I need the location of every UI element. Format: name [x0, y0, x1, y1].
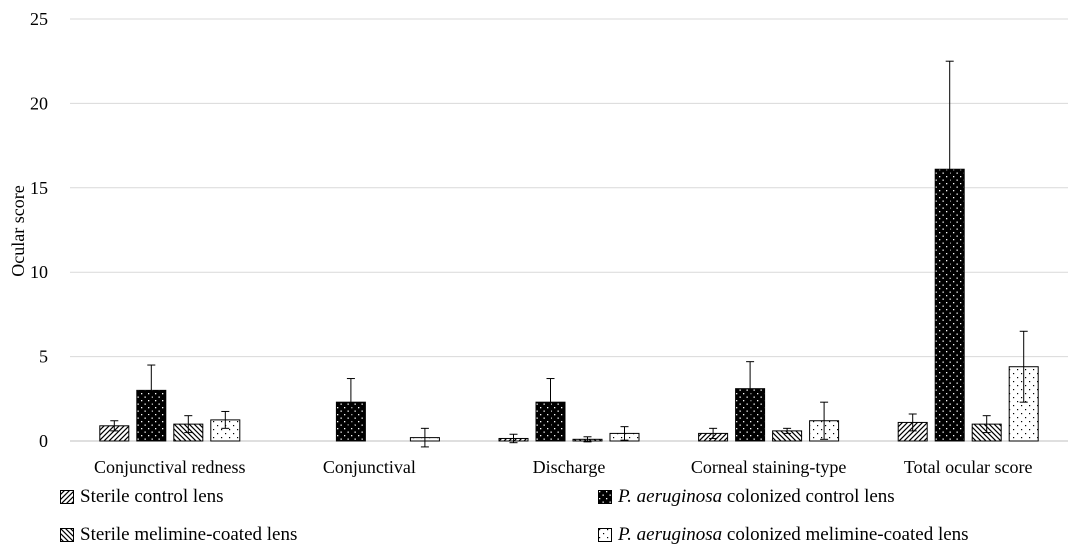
x-category-label: Total ocular score	[904, 457, 1033, 477]
error-bar	[620, 426, 629, 441]
error-bar	[982, 415, 991, 434]
error-bar	[546, 378, 555, 427]
legend-swatch	[60, 528, 74, 542]
error-bar	[746, 361, 755, 417]
y-tick-label: 15	[30, 178, 48, 198]
error-bar	[820, 401, 829, 440]
legend-swatch	[598, 490, 612, 504]
legend-item-sterile-control: Sterile control lens	[60, 486, 224, 508]
y-tick-label: 5	[39, 347, 48, 367]
y-axis-label: Ocular score	[8, 185, 28, 276]
x-category-label: Conjunctival redness	[94, 457, 245, 477]
error-bar	[908, 413, 917, 432]
legend-label: P. aeruginosa colonized melimine-coated …	[618, 524, 969, 545]
y-tick-label: 0	[39, 431, 48, 451]
error-bar	[509, 433, 518, 444]
legend-item-sterile-melimine: Sterile melimine-coated lens	[60, 524, 297, 546]
bars	[99, 60, 1039, 448]
legend: Sterile control lens P. aeruginosa colon…	[0, 478, 1069, 551]
gridlines	[70, 18, 1068, 442]
legend-label: P. aeruginosa colonized control lens	[618, 486, 895, 507]
legend-item-pa-melimine: P. aeruginosa colonized melimine-coated …	[598, 524, 969, 546]
error-bar	[184, 415, 193, 434]
error-bar	[945, 60, 954, 278]
error-bar	[420, 427, 429, 448]
error-bar	[346, 378, 355, 427]
x-category-label: Discharge	[533, 457, 606, 477]
y-tick-label: 20	[30, 93, 48, 113]
legend-item-pa-control: P. aeruginosa colonized control lens	[598, 486, 895, 508]
error-bar	[221, 410, 230, 429]
legend-label: Sterile melimine-coated lens	[80, 524, 298, 545]
legend-swatch	[60, 490, 74, 504]
error-bar	[783, 427, 792, 434]
error-bar	[110, 420, 119, 432]
error-bar	[709, 427, 718, 439]
legend-label: Sterile control lens	[80, 486, 224, 507]
error-bar	[583, 436, 592, 443]
legend-swatch	[598, 528, 612, 542]
y-axis-ticks: 0 5 10 15 20 25	[30, 9, 48, 451]
error-bar	[1019, 330, 1028, 403]
y-tick-label: 25	[30, 9, 48, 29]
y-tick-label: 10	[30, 262, 48, 282]
x-category-label: Conjunctival	[323, 457, 416, 477]
bar	[1008, 366, 1039, 442]
x-category-label: Corneal staining-type	[691, 457, 846, 477]
x-axis-categories: Conjunctival redness Conjunctival Discharg…	[94, 457, 1032, 477]
error-bar	[147, 364, 156, 417]
